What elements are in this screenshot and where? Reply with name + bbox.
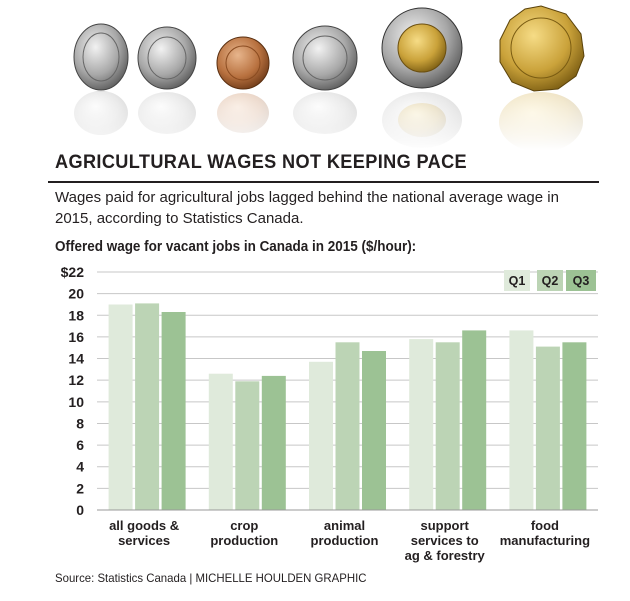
bar-q2 bbox=[235, 381, 260, 510]
x-category-label: all goods & services bbox=[109, 518, 179, 548]
y-tick-label: $22 bbox=[61, 264, 85, 280]
bar-q1 bbox=[108, 304, 133, 510]
x-category-label-line: all goods & bbox=[109, 518, 179, 533]
x-category-label-line: animal bbox=[324, 518, 365, 533]
x-category-label-line: ag & forestry bbox=[405, 548, 486, 563]
y-tick-label: 0 bbox=[76, 502, 84, 518]
y-tick-label: 12 bbox=[68, 372, 84, 388]
y-tick-label: 8 bbox=[76, 415, 84, 431]
coins-photo bbox=[0, 5, 630, 150]
bar-q2 bbox=[335, 342, 360, 510]
legend-label-q3: Q3 bbox=[573, 274, 590, 288]
x-category-label: food manufacturing bbox=[500, 518, 590, 548]
x-category-label: animal production bbox=[311, 518, 379, 548]
x-category-label-line: services to bbox=[411, 533, 479, 548]
subtitle: Wages paid for agricultural jobs lagged … bbox=[55, 189, 559, 227]
bar-q3 bbox=[362, 351, 386, 510]
bar-q1 bbox=[208, 373, 233, 510]
bar-q2 bbox=[435, 342, 460, 510]
x-category-label-line: production bbox=[210, 533, 278, 548]
x-category-label: support services to ag & forestry bbox=[405, 518, 486, 563]
y-tick-label: 14 bbox=[68, 351, 84, 367]
bar-q3 bbox=[462, 330, 487, 510]
bar-q1 bbox=[309, 361, 333, 510]
y-tick-label: 10 bbox=[68, 394, 84, 410]
y-tick-label: 18 bbox=[68, 307, 84, 323]
x-category-label-line: manufacturing bbox=[500, 533, 590, 548]
legend-swatch-q1 bbox=[504, 270, 530, 291]
x-category-label-line: support bbox=[421, 518, 470, 533]
x-category-label-line: food bbox=[531, 518, 559, 533]
x-category-label-line: services bbox=[118, 533, 170, 548]
bar-q2 bbox=[535, 346, 560, 510]
headline: AGRICULTURAL WAGES NOT KEEPING PACE bbox=[55, 151, 468, 173]
y-tick-label: 16 bbox=[68, 329, 84, 345]
headline-rule bbox=[48, 181, 599, 183]
bar-q3 bbox=[261, 375, 286, 510]
bar-q1 bbox=[409, 339, 434, 510]
x-category-label: crop production bbox=[210, 518, 278, 548]
x-category-label-line: production bbox=[311, 533, 379, 548]
x-category-label-line: crop bbox=[230, 518, 258, 533]
bar-q3 bbox=[562, 342, 587, 510]
y-tick-label: 20 bbox=[68, 286, 84, 302]
y-tick-label: 2 bbox=[76, 480, 84, 496]
bar-q2 bbox=[135, 303, 160, 510]
y-tick-label: 6 bbox=[76, 437, 84, 453]
legend-swatch-q2 bbox=[537, 270, 563, 291]
chart-title: Offered wage for vacant jobs in Canada i… bbox=[55, 239, 417, 255]
source-credit: Source: Statistics Canada | MICHELLE HOU… bbox=[55, 571, 367, 585]
legend-swatch-q3 bbox=[566, 270, 596, 291]
bar-q1 bbox=[509, 330, 534, 510]
bar-q3 bbox=[161, 312, 186, 510]
legend-label-q2: Q2 bbox=[542, 274, 559, 288]
y-tick-label: 4 bbox=[76, 459, 84, 475]
legend-label-q1: Q1 bbox=[509, 274, 526, 288]
